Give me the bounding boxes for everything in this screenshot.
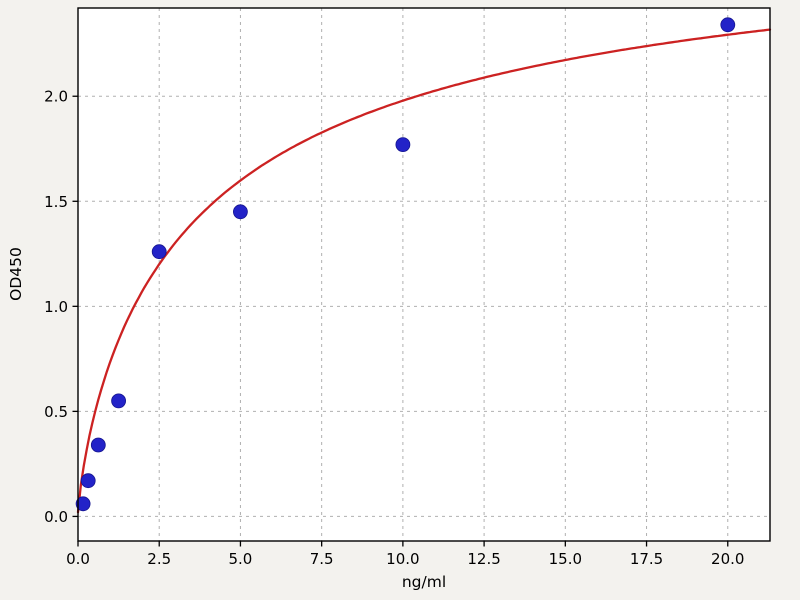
y-tick-label: 1.5 [44,193,68,211]
x-tick-label: 15.0 [549,550,582,568]
x-axis-label: ng/ml [402,573,446,591]
data-point [720,17,736,33]
x-tick-label: 7.5 [310,550,334,568]
x-tick-label: 0.0 [66,550,90,568]
fit-curve [76,28,772,514]
x-tick-label: 20.0 [711,550,744,568]
tick-labels: 0.0 2.5 5.0 7.5 10.0 12.5 15.0 17.5 20.0 0.0 0.5 1.… [44,88,744,568]
data-point [232,204,248,220]
plot-area [78,8,770,541]
y-tick-label: 0.0 [44,508,68,526]
data-point [395,137,411,153]
data-point [111,393,126,409]
data-point [151,244,167,260]
y-axis-label: OD450 [7,247,25,301]
gridlines [77,8,770,541]
data-point [75,496,91,512]
x-tick-label: 12.5 [467,550,500,568]
axis-ticks [72,95,729,547]
x-tick-label: 2.5 [147,550,171,568]
x-tick-label: 17.5 [630,550,663,568]
data-points [75,17,736,512]
x-tick-label: 10.0 [386,550,419,568]
x-tick-label: 5.0 [229,550,253,568]
plot-border [77,7,771,542]
y-tick-label: 2.0 [44,88,68,106]
data-point [80,473,96,489]
y-tick-label: 0.5 [44,403,68,421]
y-tick-label: 1.0 [44,298,68,316]
data-point [90,437,106,453]
fit-curve-line [76,28,772,514]
